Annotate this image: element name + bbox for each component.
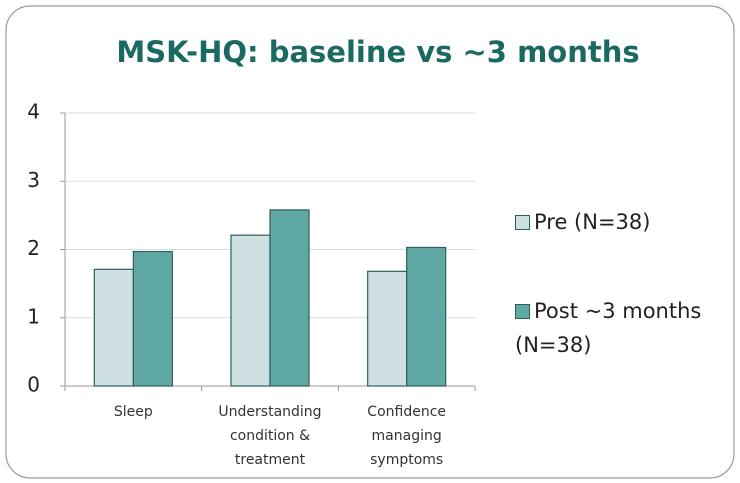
legend-item: Pre (N=38)	[515, 205, 730, 239]
y-tick-label: 0	[27, 373, 40, 397]
chart-title: MSK-HQ: baseline vs ~3 months	[116, 35, 639, 69]
legend-label: Post ~3 months (N=38)	[515, 299, 702, 357]
legend-swatch	[515, 304, 530, 319]
y-tick-label: 1	[27, 304, 40, 328]
bar	[367, 270, 408, 387]
bar	[406, 246, 447, 387]
legend-label: Pre (N=38)	[534, 210, 651, 234]
bar	[269, 209, 310, 387]
y-tick-label: 3	[27, 168, 40, 192]
legend-swatch	[515, 215, 530, 230]
legend-item: Post ~3 months (N=38)	[515, 294, 730, 362]
x-tick-label: Confidence managing symptoms	[367, 404, 447, 468]
x-tick-label: Sleep	[113, 404, 153, 420]
frame	[5, 5, 735, 479]
bar	[132, 250, 173, 387]
bar	[93, 268, 134, 387]
x-tick-label: Understanding condition & treatment	[218, 404, 322, 468]
bar	[230, 234, 271, 387]
y-tick-label: 4	[27, 100, 40, 124]
y-tick-label: 2	[27, 236, 40, 260]
